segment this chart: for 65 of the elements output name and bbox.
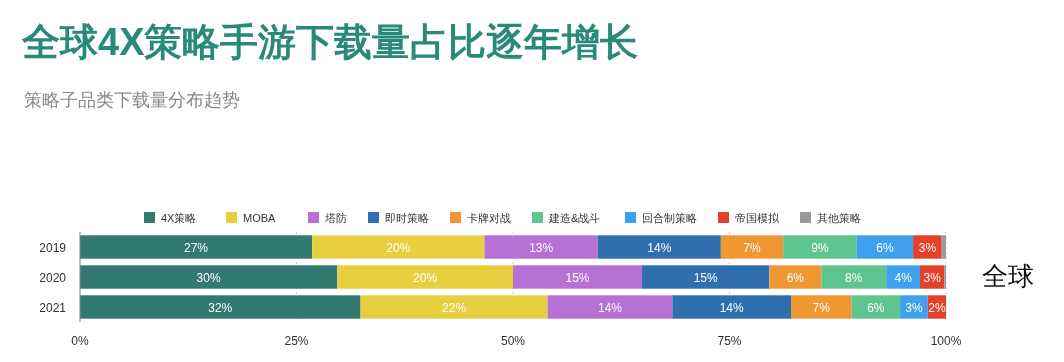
x-tick-label: 0% [71,334,89,348]
bar [597,235,721,259]
data-label: 14% [719,300,744,315]
legend-label: 即时策略 [385,212,429,224]
bar [360,295,548,319]
bar [80,295,361,319]
data-label: 4% [894,270,913,285]
bar [547,295,673,319]
legend-label: MOBA [243,212,277,224]
data-label: 6% [786,270,805,285]
data-label: 7% [812,300,831,315]
data-label: 32% [208,300,233,315]
bar [642,265,770,289]
x-tick-label: 25% [284,334,309,348]
bar [851,295,901,319]
text: 全球 [982,261,1034,291]
bar [337,265,513,289]
x-tick-label: 75% [717,334,742,348]
legend-label: 卡牌对战 [467,212,511,224]
chart-subtitle: 策略子品类下载量分布趋势 [24,90,240,110]
data-label: 2% [928,300,946,315]
bar [672,295,791,319]
data-label: 8% [845,270,863,285]
data-label: 22% [442,300,467,315]
data-label: 3% [905,300,923,315]
data-label: 15% [693,270,719,285]
bar [80,235,313,259]
bar [941,235,946,259]
chart-title: 全球4X策略手游下载量占比逐年增长 [21,21,639,63]
bar [80,265,338,289]
legend-label: 塔防 [324,212,347,224]
bar [821,265,887,289]
y-tick-label: 2021 [39,300,67,315]
x-tick-label: 50% [500,334,526,348]
bar [513,265,643,289]
data-label: 20% [386,240,411,255]
legend-label: 回合制策略 [642,212,697,224]
data-label: 6% [876,240,894,255]
data-label: 27% [184,240,209,255]
bar [856,235,914,259]
data-label: 15% [565,270,590,285]
bar [790,295,852,319]
bar [783,235,857,259]
bar [484,235,598,259]
bar [312,235,485,259]
y-tick-label: 2020 [39,270,67,285]
data-label: 13% [529,240,554,255]
data-label: 14% [647,240,672,255]
bar [886,265,921,289]
legend-label: 帝国模拟 [735,212,780,224]
y-tick-label: 2019 [39,240,67,255]
bar [720,235,784,259]
data-label: 30% [196,270,221,285]
legend-label: 建造&战斗 [548,212,601,224]
data-label: 20% [413,270,438,285]
legend-label: 其他策略 [817,212,861,224]
data-label: 3% [918,240,937,255]
legend-label: 4X策略 [161,212,197,224]
x-tick-label: 100% [930,334,962,348]
data-label: 3% [923,270,942,285]
data-label: 9% [811,240,829,255]
data-label: 14% [597,300,623,315]
data-label: 6% [867,300,885,315]
bar [769,265,822,289]
data-label: 7% [743,240,762,255]
